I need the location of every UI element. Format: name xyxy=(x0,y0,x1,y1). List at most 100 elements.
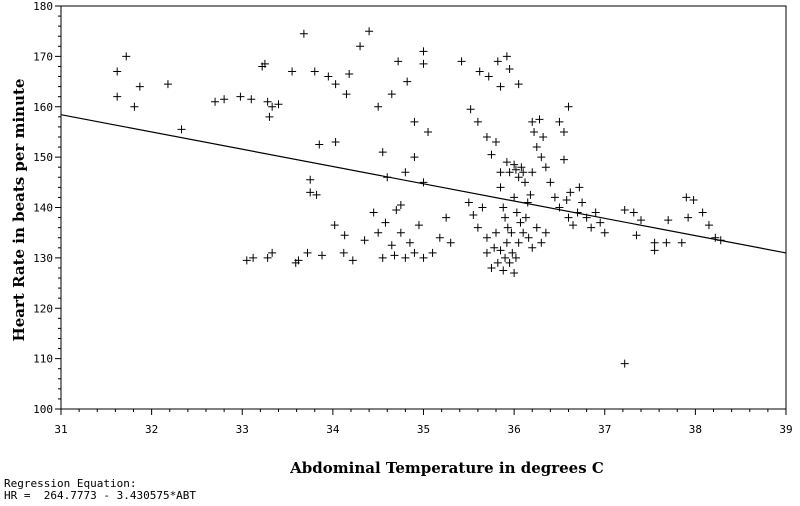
data-point xyxy=(502,238,511,247)
y-tick-label: 120 xyxy=(33,302,53,315)
data-point xyxy=(340,231,349,240)
y-tick-label: 160 xyxy=(33,101,53,114)
y-axis-title: Heart Rate in beats per minute xyxy=(10,79,28,342)
data-point xyxy=(499,203,508,212)
data-point xyxy=(505,168,514,177)
data-point xyxy=(318,251,326,260)
data-point xyxy=(435,233,444,242)
data-point xyxy=(405,238,414,247)
data-point xyxy=(596,218,605,227)
data-point xyxy=(496,82,505,91)
y-tick-label: 180 xyxy=(33,0,53,13)
data-point xyxy=(288,67,297,76)
data-point xyxy=(566,188,575,197)
data-point xyxy=(519,168,528,177)
data-point xyxy=(310,67,319,76)
data-point xyxy=(650,246,659,255)
regression-equation: HR = 264.7773 - 3.430575*ABT xyxy=(4,489,197,502)
data-point xyxy=(535,115,544,124)
y-tick-label: 170 xyxy=(33,50,53,63)
data-point xyxy=(294,256,303,265)
data-point xyxy=(482,132,491,141)
data-point xyxy=(331,138,340,147)
data-point xyxy=(299,29,308,38)
data-point xyxy=(499,266,508,275)
data-point xyxy=(600,228,609,237)
x-tick-label: 37 xyxy=(598,423,611,436)
data-point xyxy=(512,208,521,217)
data-point xyxy=(247,95,256,104)
data-point xyxy=(492,228,500,237)
data-point xyxy=(650,238,659,247)
data-point xyxy=(559,155,568,164)
data-point xyxy=(517,163,526,172)
data-point xyxy=(662,238,671,247)
data-point xyxy=(493,258,502,267)
data-point xyxy=(564,213,573,222)
x-tick-label: 35 xyxy=(417,423,430,436)
data-point xyxy=(511,165,520,174)
data-point xyxy=(704,221,713,230)
data-point xyxy=(684,213,693,222)
data-point xyxy=(410,153,419,162)
data-point xyxy=(392,206,401,215)
data-point xyxy=(487,263,496,272)
data-point xyxy=(575,183,584,192)
data-point xyxy=(113,67,122,76)
data-point xyxy=(466,105,475,114)
data-point xyxy=(424,127,433,136)
data-point xyxy=(501,253,510,262)
data-point xyxy=(502,52,511,61)
data-point xyxy=(369,208,378,217)
x-tick-label: 31 xyxy=(54,423,67,436)
data-point xyxy=(342,90,351,99)
data-point xyxy=(591,208,600,217)
data-point xyxy=(360,236,369,245)
data-point xyxy=(528,168,537,177)
data-point xyxy=(442,213,451,222)
data-point xyxy=(514,173,523,182)
data-point xyxy=(526,190,535,199)
data-point xyxy=(508,248,517,257)
data-point xyxy=(537,153,546,162)
data-point xyxy=(514,238,523,247)
data-point xyxy=(312,190,321,199)
data-point xyxy=(503,223,512,232)
y-axis-ticks: 100 110 120 130 140 150 160 170 180 xyxy=(33,0,61,416)
data-point xyxy=(528,243,537,252)
data-point xyxy=(502,158,511,167)
data-point xyxy=(475,67,484,76)
data-point xyxy=(550,193,559,202)
y-tick-label: 100 xyxy=(33,403,53,416)
data-point xyxy=(211,97,220,106)
data-points xyxy=(113,27,725,368)
data-point xyxy=(374,228,383,237)
data-point xyxy=(478,203,487,212)
data-point xyxy=(541,228,550,237)
data-point xyxy=(315,140,324,149)
data-point xyxy=(249,253,258,262)
data-point xyxy=(537,238,546,247)
data-point xyxy=(562,195,571,204)
x-tick-label: 33 xyxy=(236,423,249,436)
regression-equation-label: Regression Equation: xyxy=(4,477,137,490)
data-point xyxy=(510,193,519,202)
data-point xyxy=(559,127,568,136)
data-point xyxy=(345,70,354,79)
data-point xyxy=(620,359,629,368)
data-point xyxy=(330,221,339,230)
x-tick-label: 38 xyxy=(689,423,702,436)
data-point xyxy=(569,221,578,230)
data-point xyxy=(521,178,529,187)
data-point xyxy=(620,206,629,215)
data-point xyxy=(546,178,555,187)
data-point xyxy=(396,200,405,209)
data-point xyxy=(177,125,186,134)
regression-line xyxy=(60,114,787,254)
x-tick-label: 39 xyxy=(779,423,792,436)
data-point xyxy=(511,253,520,262)
data-point xyxy=(664,216,673,225)
data-point xyxy=(482,233,491,242)
y-tick-label: 140 xyxy=(33,202,53,215)
data-point xyxy=(493,57,502,66)
